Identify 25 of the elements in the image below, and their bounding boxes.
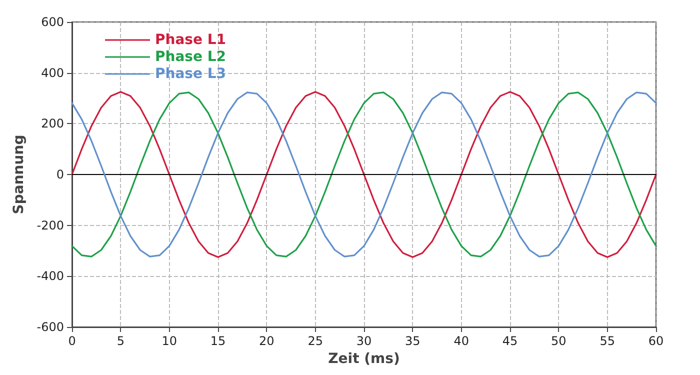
y-tick-label: -600 [36,320,64,334]
x-tick-label: 45 [502,334,518,348]
y-tick-label: 0 [56,168,64,182]
x-tick-label: 40 [454,334,469,348]
y-tick-label: 400 [41,66,64,80]
y-tick-label: 600 [41,15,64,29]
legend-label: Phase L2 [155,49,226,65]
x-tick-label: 25 [308,334,323,348]
x-tick-label: 0 [68,334,76,348]
x-tick-label: 10 [162,334,177,348]
legend-label: Phase L1 [155,32,226,48]
x-tick-label: 35 [405,334,420,348]
legend-label: Phase L3 [155,66,226,82]
y-tick-label: -400 [36,269,64,284]
y-axis-title: Spannung [10,134,27,214]
x-tick-label: 30 [356,334,372,348]
y-tick-label: -200 [36,218,64,232]
x-tick-label: 20 [259,334,274,348]
x-axis-title: Zeit (ms) [328,350,400,367]
x-tick-label: 5 [116,334,124,348]
x-tick-label: 60 [648,334,664,348]
x-tick-label: 50 [551,334,566,348]
y-tick-label: 200 [41,116,64,131]
x-tick-label: 15 [210,334,226,348]
x-tick-label: 55 [600,334,615,348]
